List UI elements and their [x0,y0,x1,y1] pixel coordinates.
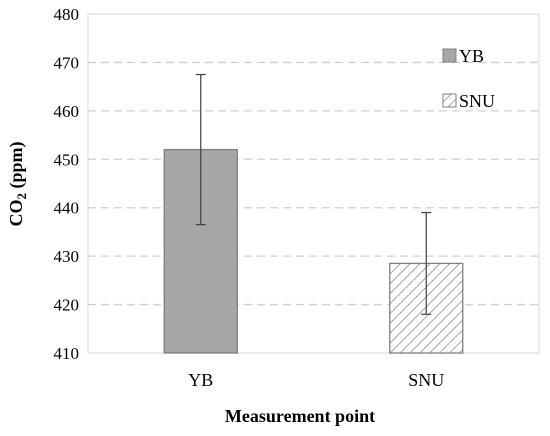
legend-label-yb: YB [459,46,484,66]
y-tick-label: 430 [54,247,80,266]
legend-label-snu: SNU [459,91,495,111]
legend-swatch-yb [442,48,457,63]
y-axis-title-tail: (ppm) [6,141,27,193]
bars [163,148,464,354]
y-axis-title-subscript: 2 [14,193,29,200]
y-tick-label: 450 [54,150,80,169]
y-tick-label: 440 [54,199,80,218]
x-tick-label: SNU [408,370,444,390]
x-axis-title: Measurement point [225,406,375,426]
y-tick-label: 420 [54,296,80,315]
y-tick-label: 480 [54,5,80,24]
x-tick-label: YB [188,370,213,390]
gridlines [88,61,539,306]
y-tick-label: 460 [54,102,80,121]
error-bars [195,73,432,315]
y-tick-label: 410 [54,344,80,363]
x-tick-labels: YB SNU [188,370,444,390]
y-axis-title: CO2 (ppm) [6,141,29,226]
y-tick-label: 470 [54,53,80,72]
y-axis-title-main: CO [6,200,26,227]
plot-area [87,13,540,354]
legend: YB SNU [442,46,495,111]
legend-swatch-snu [442,93,457,108]
y-tick-labels: 410 420 430 440 450 460 470 480 [54,5,80,363]
